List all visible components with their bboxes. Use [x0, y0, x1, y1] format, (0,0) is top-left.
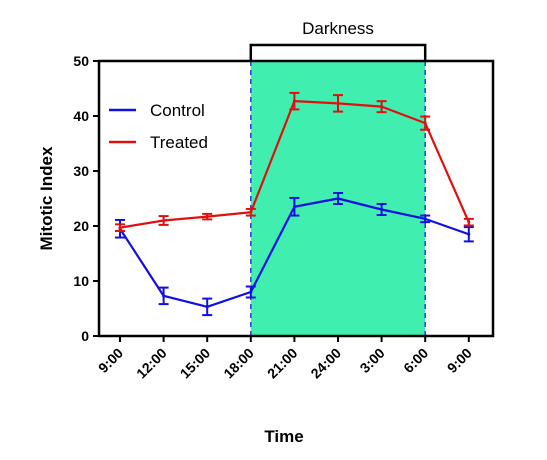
data-point: [423, 217, 427, 221]
legend-item-control: Control: [109, 101, 205, 120]
data-point: [380, 208, 384, 211]
y-axis: 0 10 20 30 40 50: [73, 53, 99, 344]
y-tick-label: 50: [73, 53, 89, 69]
y-axis-title: Mitotic Index: [37, 146, 56, 250]
legend-label: Treated: [150, 133, 208, 152]
data-point: [162, 219, 166, 222]
data-point: [467, 220, 471, 224]
data-point: [162, 294, 166, 298]
legend-item-treated: Treated: [109, 133, 208, 152]
series-layer: [115, 91, 474, 317]
darkness-label: Darkness: [302, 19, 374, 38]
y-tick-label: 40: [73, 108, 89, 124]
data-point: [423, 121, 427, 125]
data-point: [336, 101, 340, 105]
legend: Control Treated: [109, 101, 208, 152]
y-tick-label: 10: [73, 273, 89, 289]
plot-frame: [97, 59, 495, 338]
series-treated: [115, 91, 474, 232]
data-point: [205, 215, 209, 219]
data-point: [380, 105, 384, 109]
y-tick-label: 20: [73, 218, 89, 234]
y-tick-label: 0: [81, 328, 89, 344]
data-point: [467, 232, 471, 236]
data-point: [118, 226, 122, 230]
legend-label: Control: [150, 101, 205, 120]
data-point: [292, 205, 296, 209]
darkness-region: Darkness: [249, 19, 427, 336]
data-point: [336, 197, 340, 200]
data-point: [205, 305, 209, 309]
darkness-bracket: [249, 43, 427, 61]
series-control: [115, 192, 474, 317]
data-point: [292, 99, 296, 103]
data-point: [249, 210, 253, 214]
y-tick-label: 30: [73, 163, 89, 179]
x-axis-title: Time: [264, 427, 303, 446]
data-point: [249, 290, 253, 294]
